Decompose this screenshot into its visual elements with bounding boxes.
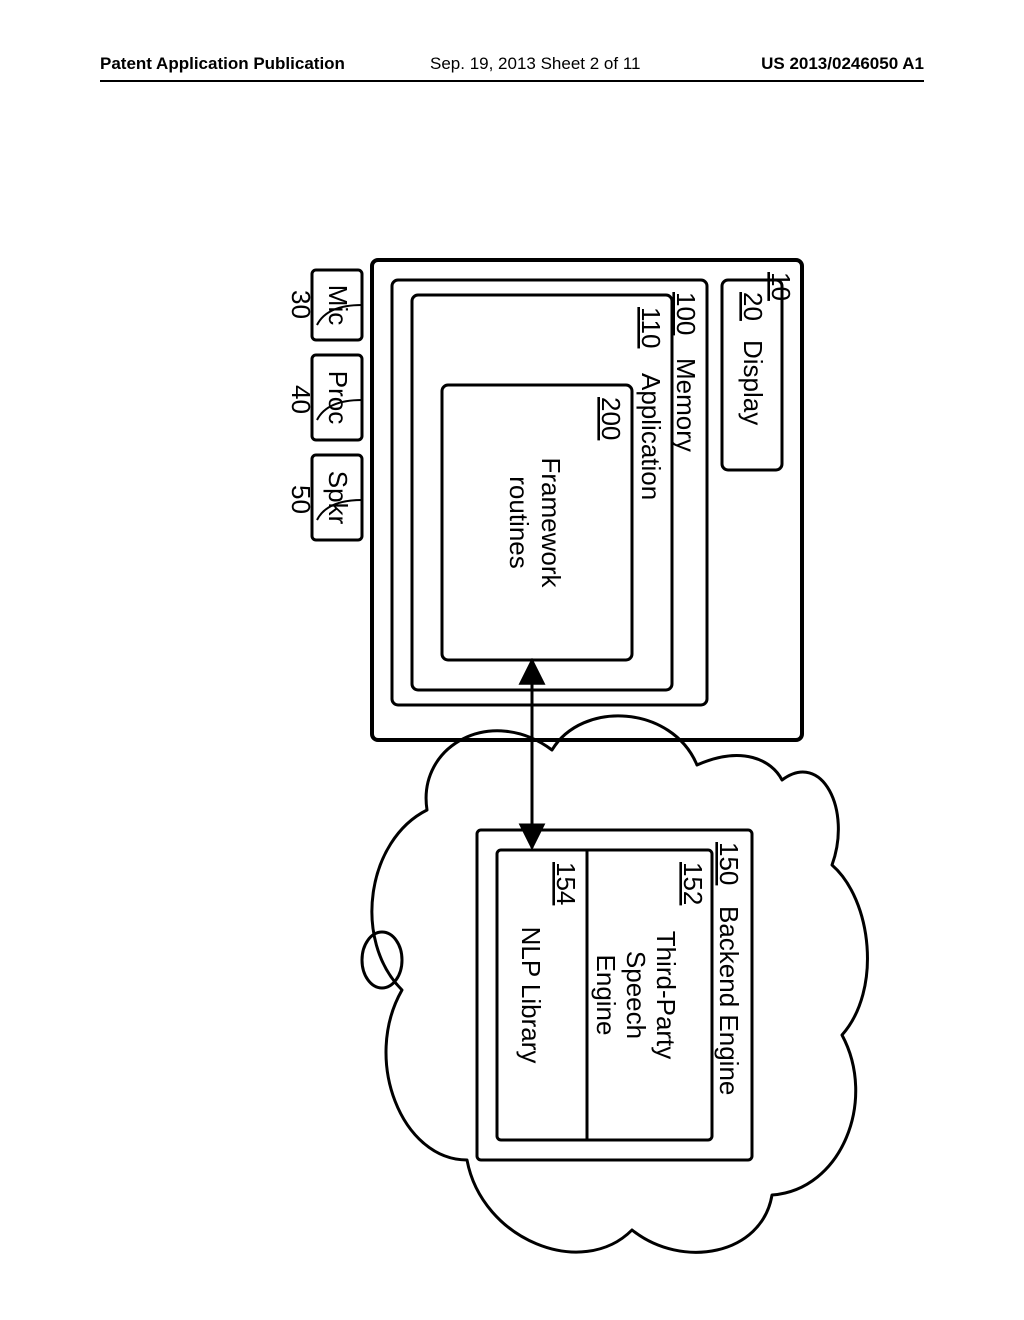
svg-text:150: 150 [714,842,744,885]
svg-text:Spkr: Spkr [323,471,353,525]
svg-text:Proc: Proc [323,371,353,424]
svg-text:152: 152 [678,862,708,905]
svg-text:154: 154 [551,862,581,905]
svg-text:110: 110 [636,307,666,348]
svg-text:Third-Party: Third-Party [651,931,681,1060]
svg-text:20: 20 [738,292,768,321]
svg-text:Engine: Engine [591,955,621,1036]
svg-text:Display: Display [738,340,768,425]
svg-text:Speech: Speech [621,951,651,1039]
svg-text:Framework: Framework [536,457,566,588]
svg-text:100: 100 [671,292,701,335]
svg-text:routines: routines [504,476,534,569]
svg-text:50: 50 [286,485,316,514]
svg-text:30: 30 [286,290,316,319]
svg-text:200: 200 [596,397,626,440]
svg-text:NLP Library: NLP Library [516,927,546,1064]
svg-text:Application: Application [636,373,666,500]
svg-text:Memory: Memory [671,358,701,452]
figure-svg: 1020Display100Memory110Application200Fra… [0,0,1024,1320]
svg-text:Backend Engine: Backend Engine [714,906,744,1095]
svg-text:40: 40 [286,385,316,414]
